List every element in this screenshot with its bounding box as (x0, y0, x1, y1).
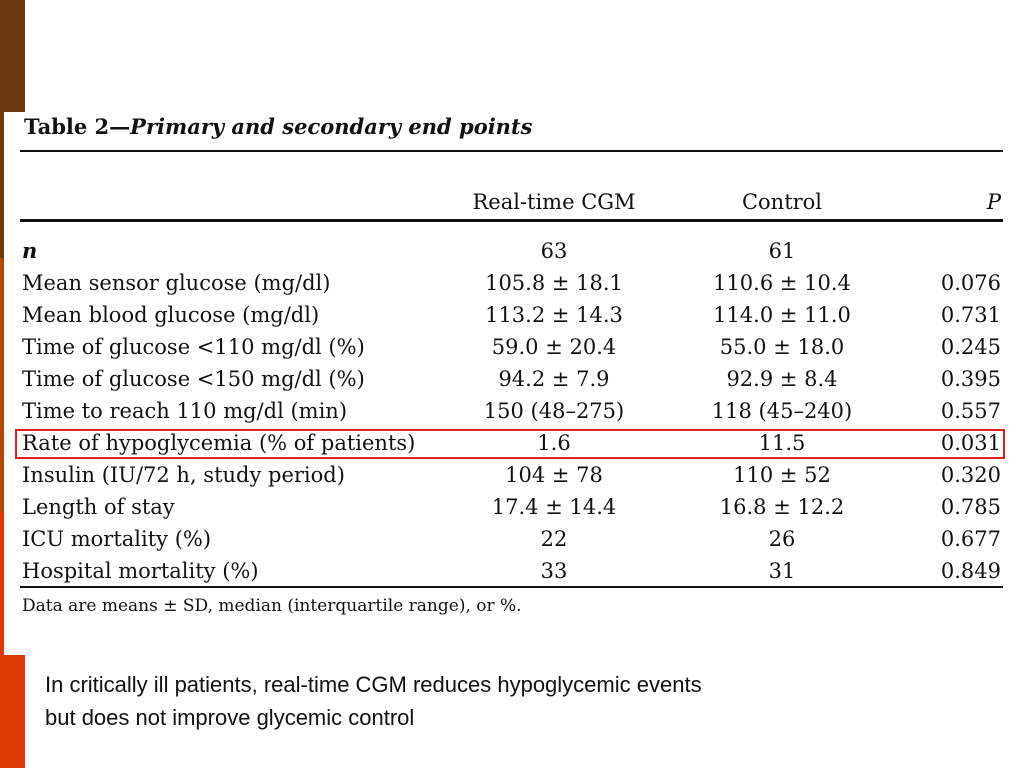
table-row: Time of glucose <110 mg/dl (%) 59.0 ± 20.… (4, 331, 1020, 363)
p-value: 0.395 (940, 367, 1001, 391)
p-value: 0.731 (940, 303, 1001, 327)
cgm-value: 150 (48–275) (483, 399, 625, 423)
table-row: Mean blood glucose (mg/dl) 113.2 ± 14.3 11… (4, 299, 1020, 331)
cgm-value: 113.2 ± 14.3 (485, 303, 623, 327)
control-value: 110 ± 52 (733, 463, 831, 487)
table-row: Hospital mortality (%) 33 31 0.849 (4, 555, 1020, 587)
row-label: Hospital mortality (%) (22, 559, 259, 583)
caption-line-1: In critically ill patients, real-time CG… (45, 672, 702, 697)
header-real-time-cgm: Real-time CGM (472, 190, 636, 214)
p-value: 0.677 (940, 527, 1001, 551)
table-title-main: Primary and secondary end points (130, 114, 533, 139)
header-rule (20, 219, 1003, 222)
p-value: 0.785 (940, 495, 1001, 519)
cgm-value: 22 (540, 527, 568, 551)
row-label: Insulin (IU/72 h, study period) (22, 463, 345, 487)
top-rule (20, 150, 1003, 152)
highlight-box (15, 429, 1005, 459)
table-footnote: Data are means ± SD, median (interquarti… (22, 596, 522, 616)
p-value: 0.320 (940, 463, 1001, 487)
row-label: Time of glucose <110 mg/dl (%) (22, 335, 365, 359)
control-value: 31 (768, 559, 796, 583)
cgm-value: 17.4 ± 14.4 (491, 495, 617, 519)
row-label: Length of stay (22, 495, 175, 519)
table-row: n 63 61 (4, 235, 1020, 267)
cgm-value: 104 ± 78 (505, 463, 603, 487)
control-value: 92.9 ± 8.4 (726, 367, 838, 391)
header-p: P (986, 190, 1001, 214)
row-label: Mean blood glucose (mg/dl) (22, 303, 320, 327)
control-value: 26 (768, 527, 796, 551)
slide-caption: In critically ill patients, real-time CG… (45, 668, 945, 734)
table-row: Insulin (IU/72 h, study period) 104 ± 78 1… (4, 459, 1020, 491)
row-label: n (22, 238, 38, 263)
p-value: 0.245 (940, 335, 1001, 359)
p-value: 0.849 (940, 559, 1001, 583)
row-label: ICU mortality (%) (22, 527, 212, 551)
table-row: Rate of hypoglycemia (% of patients) 1.6 1… (4, 427, 1020, 459)
control-value: 118 (45–240) (711, 399, 853, 423)
bottom-rule (20, 586, 1003, 588)
table-row: Time to reach 110 mg/dl (min) 150 (48–275… (4, 395, 1020, 427)
caption-line-2: but does not improve glycemic control (45, 705, 415, 730)
p-value: 0.031 (940, 431, 1001, 455)
control-value: 55.0 ± 18.0 (719, 335, 845, 359)
table-title-prefix: Table 2— (24, 114, 131, 139)
control-value: 11.5 (758, 431, 806, 455)
row-label: Mean sensor glucose (mg/dl) (22, 271, 331, 295)
header-control: Control (741, 190, 823, 214)
cgm-value: 105.8 ± 18.1 (485, 271, 623, 295)
cgm-value: 59.0 ± 20.4 (491, 335, 617, 359)
row-label: Time to reach 110 mg/dl (min) (22, 399, 348, 423)
cgm-value: 1.6 (537, 431, 571, 455)
cgm-value: 63 (540, 239, 568, 263)
table-row: ICU mortality (%) 22 26 0.677 (4, 523, 1020, 555)
row-label: Rate of hypoglycemia (% of patients) (22, 431, 416, 455)
table-row: Time of glucose <150 mg/dl (%) 94.2 ± 7.9… (4, 363, 1020, 395)
table-image-panel: Table 2—Primary and secondary end points… (4, 112, 1020, 655)
cgm-value: 94.2 ± 7.9 (498, 367, 610, 391)
table-title: Table 2—Primary and secondary end points (24, 114, 532, 139)
table-row: Length of stay 17.4 ± 14.4 16.8 ± 12.2 0.78… (4, 491, 1020, 523)
p-value: 0.557 (940, 399, 1001, 423)
control-value: 61 (768, 239, 796, 263)
control-value: 16.8 ± 12.2 (719, 495, 845, 519)
p-value: 0.076 (940, 271, 1001, 295)
row-label: Time of glucose <150 mg/dl (%) (22, 367, 365, 391)
table-row: Mean sensor glucose (mg/dl) 105.8 ± 18.1 1… (4, 267, 1020, 299)
control-value: 110.6 ± 10.4 (713, 271, 851, 295)
cgm-value: 33 (540, 559, 568, 583)
control-value: 114.0 ± 11.0 (713, 303, 851, 327)
